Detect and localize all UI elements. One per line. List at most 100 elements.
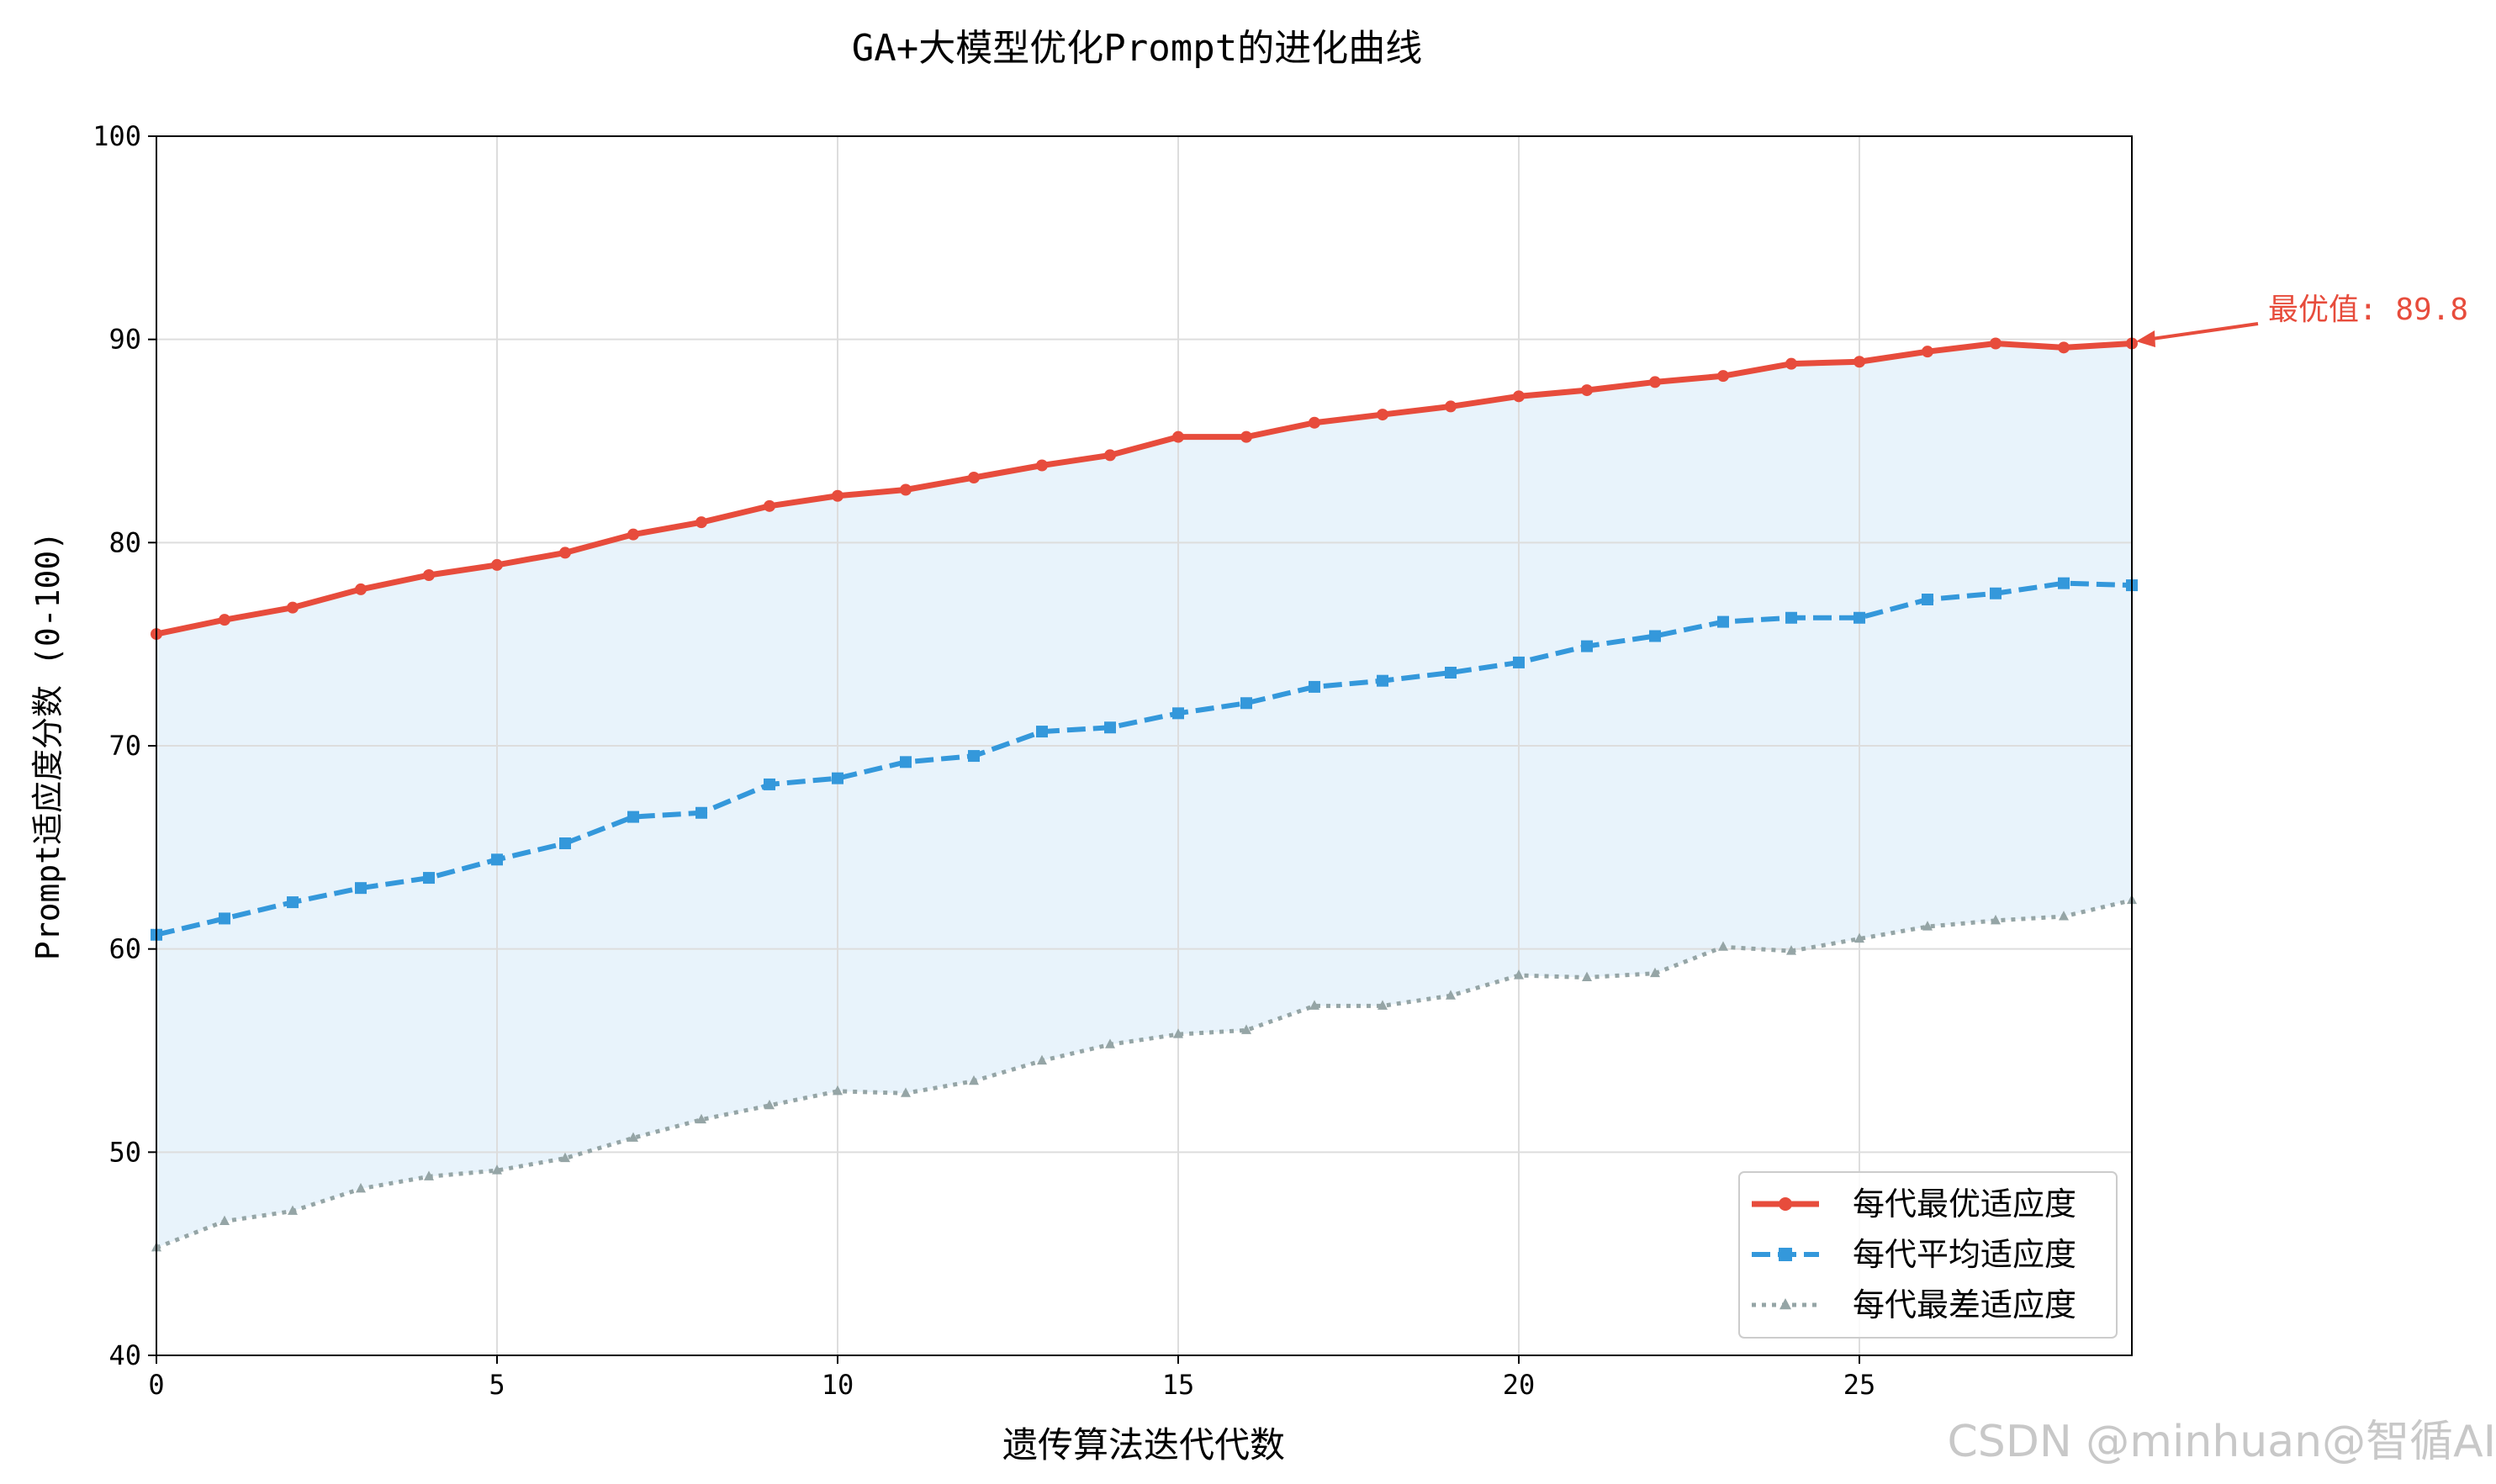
y-tick-label: 90 [108, 324, 141, 356]
data-point [1241, 1024, 1251, 1034]
data-point [968, 750, 980, 763]
data-point [764, 1099, 775, 1110]
data-point [1240, 430, 1252, 443]
data-point [1581, 640, 1593, 652]
data-point [1785, 357, 1797, 370]
data-point [355, 882, 367, 895]
legend-entry: 每代最差适应度 [1752, 1286, 2076, 1323]
data-point [1649, 376, 1661, 388]
data-point [219, 614, 230, 626]
fill-area-layer [156, 343, 2132, 1248]
data-point [832, 489, 843, 502]
annotation-arrowhead [2136, 330, 2155, 347]
data-point [2058, 577, 2070, 589]
data-point [491, 558, 503, 571]
series-2 [151, 577, 2138, 941]
watermark: CSDN @minhuan@智循AI [1948, 1417, 2496, 1467]
data-point [287, 601, 299, 614]
x-tick-label: 0 [148, 1369, 164, 1401]
data-point [288, 1205, 298, 1215]
data-point [559, 547, 571, 559]
data-point [1037, 1054, 1047, 1065]
data-point [1172, 430, 1184, 443]
data-point [627, 811, 639, 823]
data-point [1309, 1000, 1319, 1010]
annotation-arrow [2145, 322, 2259, 341]
data-point [1377, 409, 1388, 421]
data-point [1036, 726, 1048, 738]
data-point [695, 516, 707, 529]
data-point [1717, 370, 1729, 383]
data-point [2059, 911, 2069, 921]
legend-entry: 每代最优适应度 [1752, 1186, 2076, 1223]
data-point [1445, 667, 1457, 679]
series-line [156, 898, 2133, 1250]
data-point [1513, 390, 1525, 403]
legend-marker [1779, 1197, 1792, 1211]
x-tick-label: 15 [1162, 1369, 1195, 1401]
data-point [969, 1075, 979, 1085]
data-point [1036, 459, 1048, 472]
data-point [1785, 611, 1797, 624]
data-point [219, 912, 230, 925]
data-point [491, 853, 503, 866]
annotation-label: 最优值: 89.8 [2268, 293, 2468, 327]
data-point [1105, 1038, 1115, 1048]
axis-ticks: 0 5 10 15 20 25 40 50 60 70 80 90 100 [93, 120, 1875, 1401]
data-point [1581, 384, 1593, 397]
data-point [355, 583, 367, 595]
data-point [1717, 615, 1729, 628]
data-point [1514, 969, 1524, 980]
data-point [968, 472, 980, 483]
data-point [559, 837, 571, 849]
data-point [424, 1170, 434, 1180]
data-point [560, 1152, 570, 1163]
data-point [1240, 697, 1252, 710]
data-point [1378, 1000, 1388, 1010]
data-point [1446, 990, 1456, 1000]
data-point [1922, 346, 1933, 358]
y-tick-label: 50 [108, 1136, 141, 1168]
data-point [764, 499, 775, 512]
annotation: 最优值: 89.8 [2136, 293, 2468, 347]
legend-label: 每代平均适应度 [1853, 1236, 2076, 1273]
y-tick-label: 80 [108, 526, 141, 558]
x-tick-label: 10 [822, 1369, 854, 1401]
x-tick-label: 25 [1843, 1369, 1876, 1401]
legend-entry: 每代平均适应度 [1752, 1236, 2076, 1273]
data-point [695, 806, 707, 819]
data-point [901, 1087, 911, 1097]
data-point [1718, 941, 1728, 951]
series-layer [151, 337, 2138, 1252]
data-point [1786, 945, 1796, 955]
data-point [1513, 656, 1525, 668]
data-point [219, 1215, 230, 1225]
data-point [1990, 587, 2002, 599]
data-point [1445, 400, 1457, 413]
series-line [156, 341, 2133, 637]
data-point [1990, 337, 2002, 350]
data-point [1309, 680, 1320, 693]
data-point [1853, 611, 1865, 624]
data-point [423, 569, 435, 581]
data-point [1649, 630, 1661, 642]
data-point [492, 1164, 502, 1175]
data-point [764, 778, 775, 790]
data-point [1991, 914, 2001, 925]
data-point [2058, 341, 2070, 354]
data-point [833, 1085, 843, 1096]
data-point [1309, 416, 1320, 429]
x-tick-label: 20 [1503, 1369, 1536, 1401]
legend-marker [1779, 1248, 1792, 1261]
gridlines [156, 136, 2132, 1355]
y-tick-label: 100 [93, 120, 141, 152]
data-point [627, 528, 639, 541]
legend-marker [1779, 1297, 1791, 1310]
y-tick-label: 60 [108, 933, 141, 965]
x-tick-label: 5 [489, 1369, 505, 1401]
data-point [1377, 674, 1388, 687]
data-point [1922, 921, 1933, 931]
y-tick-label: 40 [108, 1339, 141, 1371]
series-line [156, 580, 2133, 937]
